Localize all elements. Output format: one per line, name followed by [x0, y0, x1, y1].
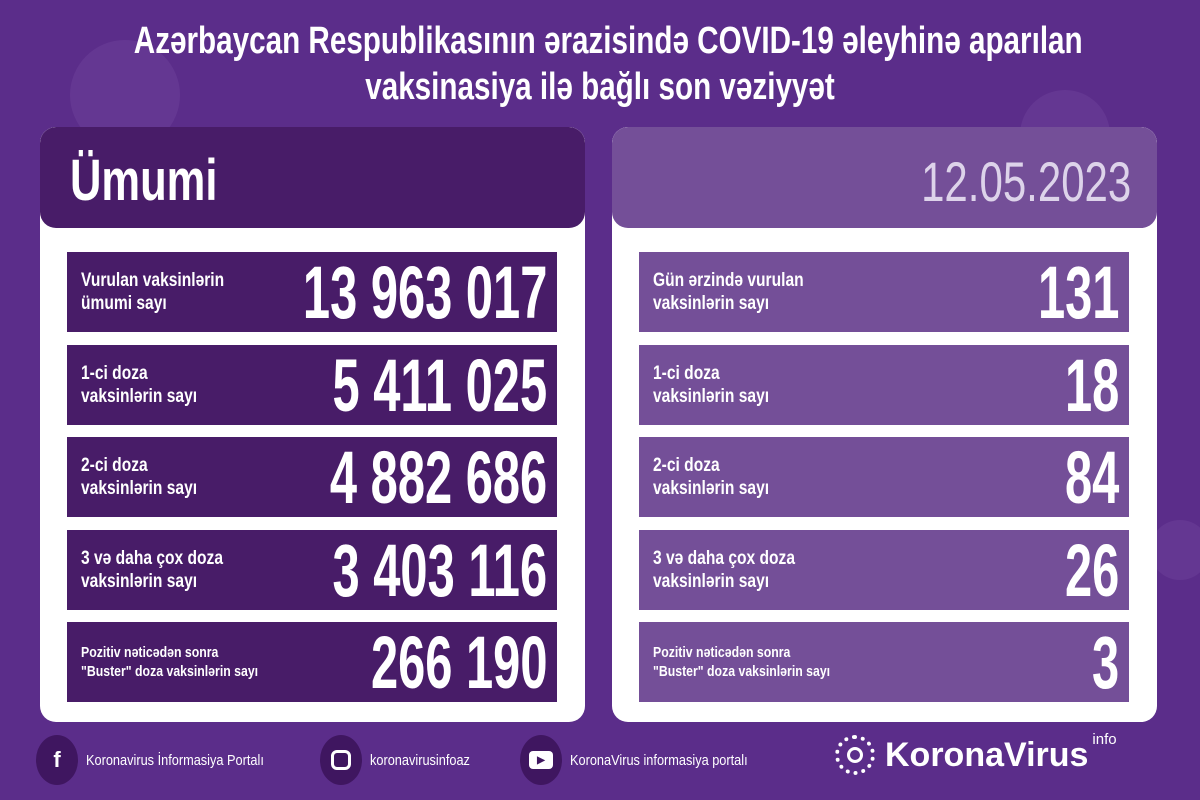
stat-label: Gün ərzində vurulan vaksinlərin sayı — [653, 270, 804, 314]
stat-label: 3 və daha çox doza vaksinlərin sayı — [81, 548, 224, 592]
logo-name: KoronaVirus — [885, 735, 1089, 774]
title-line-1: Azərbaycan Respublikasının ərazisində CO… — [133, 20, 1083, 62]
stat-label: Pozitiv nəticədən sonra "Buster" doza va… — [653, 644, 831, 680]
youtube-link[interactable]: ▶ KoronaVirus informasiya portalı — [520, 735, 779, 785]
facebook-link[interactable]: f Koronavirus İnformasiya Portalı — [36, 735, 295, 785]
footer: f Koronavirus İnformasiya Portalı korona… — [0, 731, 1200, 785]
facebook-icon: f — [36, 735, 78, 785]
instagram-label: koronavirusinfoaz — [370, 751, 470, 769]
total-header: Ümumi — [40, 127, 585, 228]
stat-label: 2-ci doza vaksinlərin sayı — [81, 455, 198, 499]
stat-value: 4 882 686 — [329, 436, 547, 519]
stat-label: Vurulan vaksinlərin ümumi sayı — [81, 270, 225, 314]
stat-value: 3 — [1091, 621, 1119, 704]
stat-label: 3 və daha çox doza vaksinlərin sayı — [653, 548, 796, 592]
title-line-2: vaksinasiya ilə bağlı son vəziyyət — [365, 66, 835, 108]
stat-row: 3 və daha çox doza vaksinlərin sayı 26 — [639, 530, 1129, 610]
stat-label: 1-ci doza vaksinlərin sayı — [653, 363, 770, 407]
total-heading: Ümumi — [70, 148, 218, 213]
stat-value: 131 — [1037, 251, 1119, 334]
total-card: Ümumi Vurulan vaksinlərin ümumi sayı 13 9… — [40, 127, 585, 722]
logo-sup: info — [1092, 730, 1117, 748]
stat-row: Gün ərzində vurulan vaksinlərin sayı 131 — [639, 252, 1129, 332]
stat-row: Pozitiv nəticədən sonra "Buster" doza va… — [639, 622, 1129, 702]
stat-label: 1-ci doza vaksinlərin sayı — [81, 363, 198, 407]
instagram-icon — [320, 735, 362, 785]
youtube-label: KoronaVirus informasiya portalı — [570, 751, 748, 769]
stat-row: 2-ci doza vaksinlərin sayı 4 882 686 — [67, 437, 557, 517]
stat-value: 266 190 — [370, 621, 547, 704]
instagram-link[interactable]: koronavirusinfoaz — [320, 735, 488, 785]
page-title: Azərbaycan Respublikasının ərazisində CO… — [0, 18, 1200, 110]
stat-label: 2-ci doza vaksinlərin sayı — [653, 455, 770, 499]
facebook-label: Koronavirus İnformasiya Portalı — [86, 751, 264, 769]
stat-row: 1-ci doza vaksinlərin sayı 18 — [639, 345, 1129, 425]
stat-value: 13 963 017 — [302, 251, 547, 334]
stat-row: Vurulan vaksinlərin ümumi sayı 13 963 017 — [67, 252, 557, 332]
stat-row: Pozitiv nəticədən sonra "Buster" doza va… — [67, 622, 557, 702]
stat-value: 5 411 025 — [332, 344, 547, 427]
date-label: 12.05.2023 — [920, 150, 1131, 213]
stat-value: 26 — [1064, 529, 1119, 612]
youtube-icon: ▶ — [520, 735, 562, 785]
virus-decoration — [1150, 520, 1200, 580]
stat-value: 84 — [1064, 436, 1119, 519]
sun-virus-icon — [835, 735, 875, 775]
koronavirus-logo: KoronaVirus info — [835, 731, 1117, 775]
stat-row: 1-ci doza vaksinlərin sayı 5 411 025 — [67, 345, 557, 425]
stat-row: 2-ci doza vaksinlərin sayı 84 — [639, 437, 1129, 517]
stat-label: Pozitiv nəticədən sonra "Buster" doza va… — [81, 644, 259, 680]
stat-value: 3 403 116 — [332, 529, 547, 612]
stat-row: 3 və daha çox doza vaksinlərin sayı 3 403… — [67, 530, 557, 610]
date-header: 12.05.2023 — [612, 127, 1157, 228]
stat-value: 18 — [1064, 344, 1119, 427]
daily-card: 12.05.2023 Gün ərzində vurulan vaksinlər… — [612, 127, 1157, 722]
